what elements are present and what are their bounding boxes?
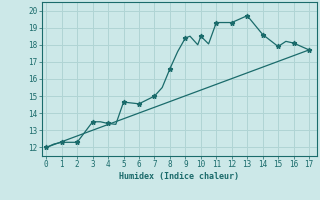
X-axis label: Humidex (Indice chaleur): Humidex (Indice chaleur) <box>119 172 239 181</box>
